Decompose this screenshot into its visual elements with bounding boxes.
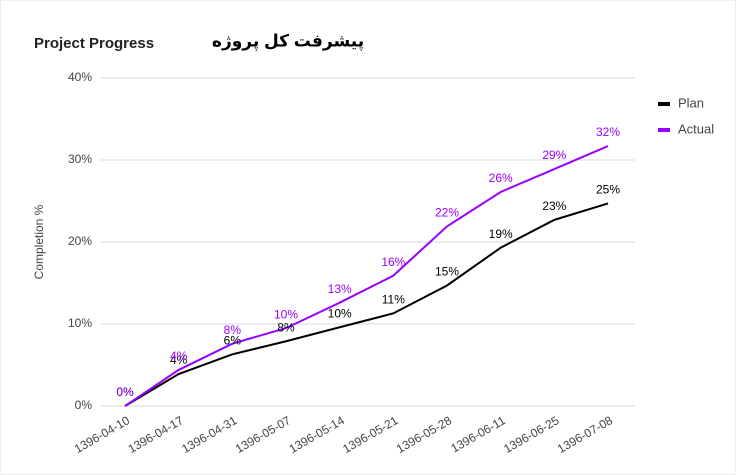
data-label: 32% [596, 125, 620, 139]
data-label: 4% [170, 349, 188, 363]
annotation: پیشرفت کل پروژه [212, 31, 364, 51]
data-label: 6% [224, 334, 242, 348]
line-plan [124, 202, 609, 407]
annotation-box [200, 8, 376, 72]
data-label: 25% [596, 183, 620, 197]
data-label: 16% [381, 255, 405, 269]
data-label: 19% [489, 227, 513, 241]
y-tick-label: 10% [68, 316, 92, 330]
line-actual [124, 145, 609, 407]
y-tick-label: 30% [68, 152, 92, 166]
data-label: 22% [435, 206, 459, 220]
data-label: 4% [170, 353, 188, 367]
y-tick-label: 0% [75, 398, 93, 412]
data-label: 8% [277, 320, 295, 334]
y-tick-label: 40% [68, 70, 92, 84]
data-label: 23% [542, 199, 566, 213]
data-label: 26% [489, 171, 513, 185]
y-axis-label: Completion % [32, 204, 46, 279]
data-label: 8% [224, 323, 242, 337]
data-label: 10% [328, 306, 352, 320]
y-tick-label: 20% [68, 234, 92, 248]
chart-title: Project Progress [34, 35, 154, 52]
data-label: 0% [116, 385, 134, 399]
data-label: 13% [328, 282, 352, 296]
legend-label: Plan [678, 95, 704, 110]
data-label: 15% [435, 265, 459, 279]
data-label: 0% [116, 385, 134, 399]
data-label: 11% [382, 293, 405, 307]
data-label: 29% [542, 148, 566, 162]
legend-label: Actual [678, 121, 714, 136]
data-label: 10% [274, 307, 298, 321]
